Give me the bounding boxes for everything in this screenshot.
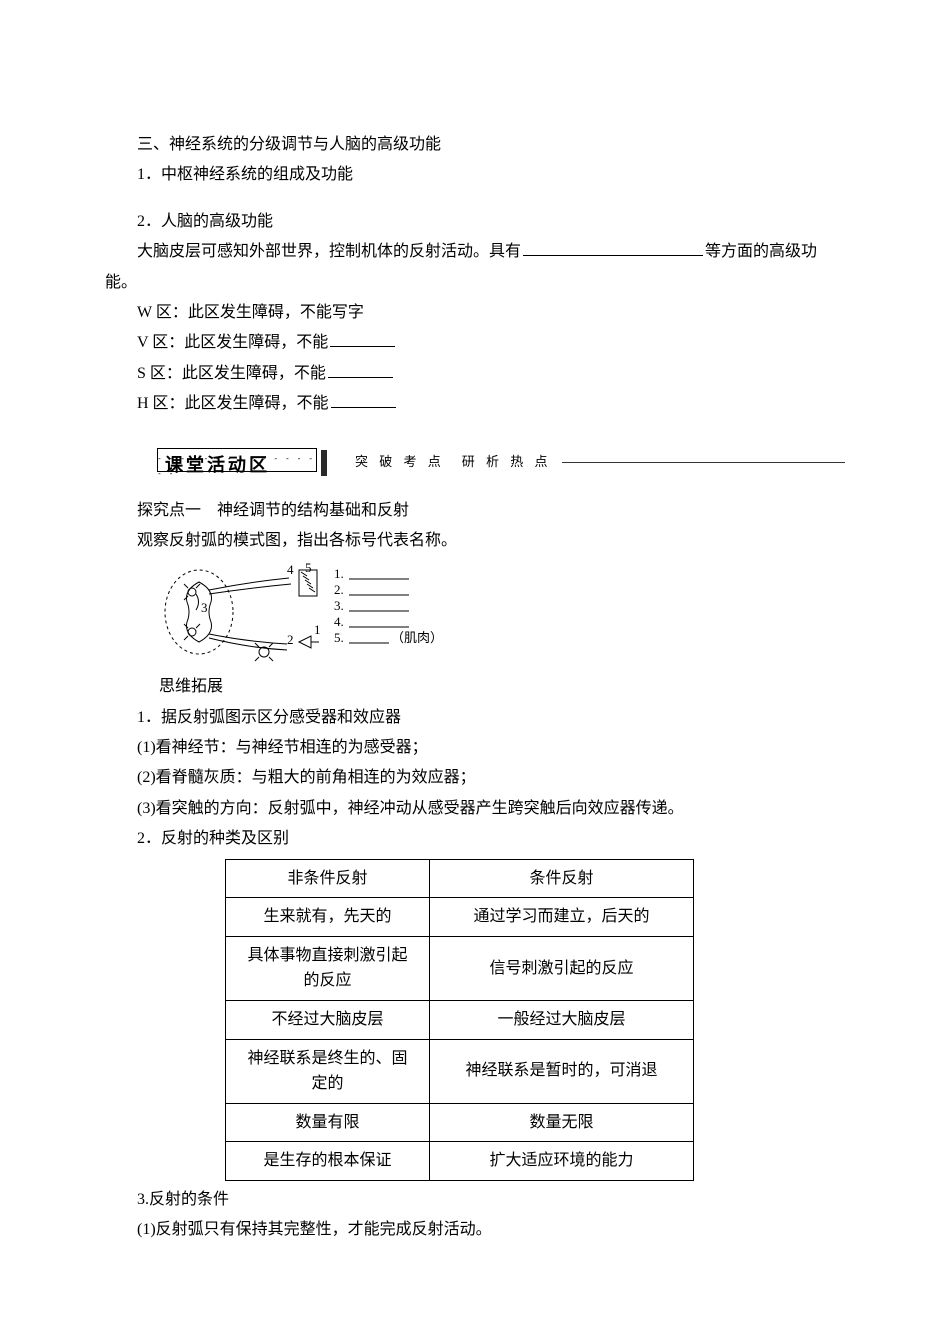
item-1: 1．中枢神经系统的组成及功能	[105, 160, 845, 190]
banner-title: 课堂活动区	[165, 448, 270, 482]
reflex-comparison-table: 非条件反射 条件反射 生来就有，先天的 通过学习而建立，后天的 具体事物直接刺激…	[225, 859, 694, 1181]
section-banner: 课堂活动区 - - - - - - - - - - - - - - - - 突 …	[157, 448, 845, 478]
point-3a: (1)反射弧只有保持其完整性，才能完成反射活动。	[105, 1215, 845, 1245]
banner-rule	[562, 462, 845, 463]
table-cell: 神经联系是终生的、固定的	[226, 1039, 430, 1103]
banner-divider	[321, 450, 327, 476]
reflex-table: 非条件反射 条件反射 生来就有，先天的 通过学习而建立，后天的 具体事物直接刺激…	[225, 859, 845, 1181]
table-cell: 扩大适应环境的能力	[430, 1142, 694, 1181]
zone-h: H 区：此区发生障碍，不能	[105, 389, 845, 419]
table-cell: 数量无限	[430, 1103, 694, 1142]
point-3: 3.反射的条件	[105, 1185, 845, 1215]
reflex-arc-diagram: 3 4 5 2 1 1.	[159, 562, 845, 672]
diagram-label-4: 4	[287, 562, 294, 577]
table-cell: 信号刺激引起的反应	[430, 936, 694, 1000]
table-row: 神经联系是终生的、固定的 神经联系是暂时的，可消退	[226, 1039, 694, 1103]
point-2: 2．反射的种类及区别	[105, 824, 845, 854]
table-row: 是生存的根本保证 扩大适应环境的能力	[226, 1142, 694, 1181]
table-cell: 通过学习而建立，后天的	[430, 898, 694, 937]
table-row: 生来就有，先天的 通过学习而建立，后天的	[226, 898, 694, 937]
thinking-extension: 思维拓展	[159, 672, 845, 702]
table-cell: 一般经过大脑皮层	[430, 1001, 694, 1040]
table-cell: 条件反射	[430, 859, 694, 898]
zone-s-prefix: S 区：此区发生障碍，不能	[137, 365, 326, 382]
table-cell: 具体事物直接刺激引起的反应	[226, 936, 430, 1000]
explore-1-title: 探究点一 神经调节的结构基础和反射	[105, 496, 845, 526]
fill-blank-s[interactable]	[328, 361, 393, 378]
zone-h-prefix: H 区：此区发生障碍，不能	[137, 395, 329, 412]
point-1b: (2)看脊髓灰质：与粗大的前角相连的为效应器；	[105, 763, 845, 793]
table-row: 具体事物直接刺激引起的反应 信号刺激引起的反应	[226, 936, 694, 1000]
item-2: 2．人脑的高级功能	[105, 207, 845, 237]
diagram-label-5: 5	[305, 562, 312, 575]
explore-1-sub: 观察反射弧的模式图，指出各标号代表名称。	[105, 526, 845, 556]
list-num-4: 4.	[334, 614, 344, 629]
reflex-arc-svg: 3 4 5 2 1 1.	[159, 562, 469, 672]
section-heading: 三、神经系统的分级调节与人脑的高级功能	[105, 130, 845, 160]
list-num-1: 1.	[334, 566, 344, 581]
zone-s: S 区：此区发生障碍，不能	[105, 359, 845, 389]
muscle-label: （肌肉）	[391, 630, 443, 645]
fill-blank-v[interactable]	[330, 330, 395, 347]
banner-left: 课堂活动区 - - - - - - - - - - - - - - - -	[157, 448, 317, 478]
list-num-2: 2.	[334, 582, 344, 597]
page: 三、神经系统的分级调节与人脑的高级功能 1．中枢神经系统的组成及功能 2．人脑的…	[0, 0, 950, 1344]
point-1a: (1)看神经节：与神经节相连的为感受器；	[105, 733, 845, 763]
banner-subtitle: 突 破 考 点 研 析 热 点	[355, 450, 552, 475]
point-1: 1．据反射弧图示区分感受器和效应器	[105, 703, 845, 733]
diagram-label-2: 2	[287, 632, 294, 647]
diagram-label-3: 3	[201, 600, 208, 615]
table-row: 非条件反射 条件反射	[226, 859, 694, 898]
diagram-label-1: 1	[314, 622, 321, 637]
point-1c: (3)看突触的方向：反射弧中，神经冲动从感受器产生跨突触后向效应器传递。	[105, 794, 845, 824]
table-row: 数量有限 数量无限	[226, 1103, 694, 1142]
brain-desc-text: 大脑皮层可感知外部世界，控制机体的反射活动。具有	[137, 243, 521, 260]
zone-v: V 区：此区发生障碍，不能	[105, 328, 845, 358]
table-cell: 神经联系是暂时的，可消退	[430, 1039, 694, 1103]
table-cell: 生来就有，先天的	[226, 898, 430, 937]
list-num-5: 5.	[334, 630, 344, 645]
fill-blank-h[interactable]	[331, 391, 396, 408]
list-num-3: 3.	[334, 598, 344, 613]
table-row: 不经过大脑皮层 一般经过大脑皮层	[226, 1001, 694, 1040]
zone-w: W 区：此区发生障碍，不能写字	[105, 298, 845, 328]
table-cell: 不经过大脑皮层	[226, 1001, 430, 1040]
brain-function-para: 大脑皮层可感知外部世界，控制机体的反射活动。具有等方面的高级功能。	[105, 237, 845, 298]
table-cell: 是生存的根本保证	[226, 1142, 430, 1181]
table-cell: 数量有限	[226, 1103, 430, 1142]
table-cell: 非条件反射	[226, 859, 430, 898]
fill-blank-brain[interactable]	[523, 239, 703, 256]
zone-v-prefix: V 区：此区发生障碍，不能	[137, 334, 328, 351]
